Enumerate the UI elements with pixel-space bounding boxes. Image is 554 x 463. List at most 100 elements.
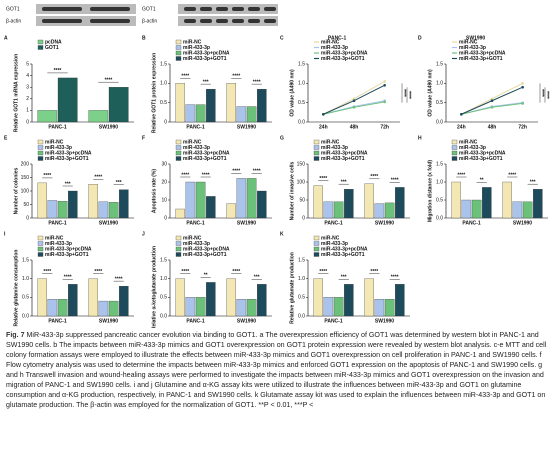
legend-label: miR-433-3p+GOT1 xyxy=(459,56,503,62)
significance-label: *** xyxy=(341,275,347,281)
figure-panels: GOT1β-actinGOT1β-actinApcDNAGOT1012345Re… xyxy=(4,4,550,330)
panel: EmiR-NCmiR-433-3pmiR-433-3p+pcDNAmiR-433… xyxy=(4,135,134,226)
x-tick-label: 24h xyxy=(457,124,466,130)
significance-label: **** xyxy=(94,269,102,275)
x-tick-label: PANC-1 xyxy=(48,124,66,130)
caption-label: Fig. 7 xyxy=(6,331,25,339)
y-tick-label: 0.0 xyxy=(436,215,443,221)
y-axis-label: Apoptosis rate (%) xyxy=(151,169,157,214)
bar xyxy=(512,201,523,219)
bar xyxy=(226,83,236,123)
y-tick-label: 150 xyxy=(297,161,306,167)
y-tick-label: 0.0 xyxy=(298,313,305,319)
x-tick-label: SW1990 xyxy=(99,220,118,226)
panel: KmiR-NCmiR-433-3pmiR-433-3p+pcDNAmiR-433… xyxy=(280,231,410,324)
legend-label: miR-433-3p+GOT1 xyxy=(45,156,89,162)
legend-swatch xyxy=(37,139,44,145)
bar xyxy=(175,83,185,123)
y-tick-label: 1.5 xyxy=(160,61,167,67)
bar xyxy=(502,181,512,219)
point xyxy=(383,100,386,104)
legend-label: miR-433-3p+GOT1 xyxy=(459,156,503,162)
y-tick-label: 0.5 xyxy=(160,295,167,301)
y-axis-label: Relative glutamate production xyxy=(289,252,295,324)
legend-swatch xyxy=(451,150,458,156)
bar xyxy=(236,299,247,317)
bar xyxy=(98,300,109,317)
bar xyxy=(47,200,58,219)
legend-label: miR-NC xyxy=(183,39,202,45)
legend-label: miR-433-3p+pcDNA xyxy=(321,50,368,56)
y-tick-label: 1.0 xyxy=(160,81,167,87)
x-tick-label: PANC-1 xyxy=(462,220,480,226)
legend-swatch xyxy=(313,241,320,246)
bar xyxy=(461,199,472,219)
blot-band xyxy=(42,7,82,11)
x-tick-label: PANC-1 xyxy=(324,220,342,226)
x-tick-label: SW1990 xyxy=(375,220,394,226)
legend-swatch xyxy=(175,56,182,61)
y-tick-label: 30 xyxy=(161,161,167,167)
bar xyxy=(98,201,109,219)
bar xyxy=(108,202,119,219)
bar xyxy=(37,110,58,123)
chart-title: SW1990 xyxy=(466,35,485,41)
y-tick-label: 50 xyxy=(299,197,305,203)
significance-label: **** xyxy=(64,275,72,281)
bar xyxy=(395,284,405,317)
significance-label: **** xyxy=(370,269,378,275)
y-tick-label: 0 xyxy=(26,215,29,221)
significance-label: *** xyxy=(65,181,71,187)
bar xyxy=(57,201,68,219)
blot-band xyxy=(90,7,130,11)
y-tick-label: 0.0 xyxy=(22,313,29,319)
legend-swatch xyxy=(175,39,182,45)
x-tick-label: PANC-1 xyxy=(48,220,66,226)
blot-image xyxy=(36,4,136,14)
blot-band xyxy=(90,19,130,23)
y-tick-label: 0 xyxy=(26,119,29,125)
x-tick-label: 24h xyxy=(319,124,328,130)
significance-label: *** xyxy=(116,180,122,186)
legend-swatch xyxy=(175,252,182,257)
legend-swatch xyxy=(175,50,182,56)
x-tick-label: 72h xyxy=(380,124,389,130)
bar xyxy=(257,284,267,317)
caption-text: MiR-433-3p suppressed pancreatic cancer … xyxy=(6,331,547,409)
legend-label: miR-NC xyxy=(321,235,340,241)
y-tick-label: 0 xyxy=(164,119,167,125)
bar xyxy=(195,181,206,219)
legend-label: miR-433-3p xyxy=(459,145,486,151)
panel-label: E xyxy=(4,135,8,141)
point xyxy=(352,99,356,103)
bar xyxy=(119,285,129,317)
legend-swatch xyxy=(175,145,182,150)
legend-label: miR-433-3p xyxy=(183,241,210,247)
bar xyxy=(323,201,334,219)
bar xyxy=(313,185,323,219)
bar xyxy=(374,203,385,219)
legend-label: miR-433-3p+GOT1 xyxy=(321,252,365,258)
bar xyxy=(395,187,405,219)
y-tick-label: 100 xyxy=(297,179,306,185)
blot-band xyxy=(248,7,260,11)
blot-band xyxy=(184,7,196,11)
bar xyxy=(175,278,185,317)
legend-swatch xyxy=(313,246,320,252)
legend-label: miR-NC xyxy=(321,139,340,145)
legend-label: miR-NC xyxy=(321,39,340,45)
legend-swatch xyxy=(37,45,44,50)
legend-swatch xyxy=(37,241,44,246)
bar xyxy=(37,278,47,317)
blot-band xyxy=(248,19,260,23)
bar xyxy=(323,297,334,317)
y-tick-label: 1.0 xyxy=(436,179,443,185)
bar xyxy=(88,110,109,123)
significance-label: **** xyxy=(508,172,516,178)
bar xyxy=(68,284,78,317)
bar xyxy=(57,299,68,317)
blot-label: GOT1 xyxy=(142,6,156,12)
panel: JmiR-NCmiR-433-3pmiR-433-3p+pcDNAmiR-433… xyxy=(142,231,272,330)
y-tick-label: 150 xyxy=(21,175,30,181)
